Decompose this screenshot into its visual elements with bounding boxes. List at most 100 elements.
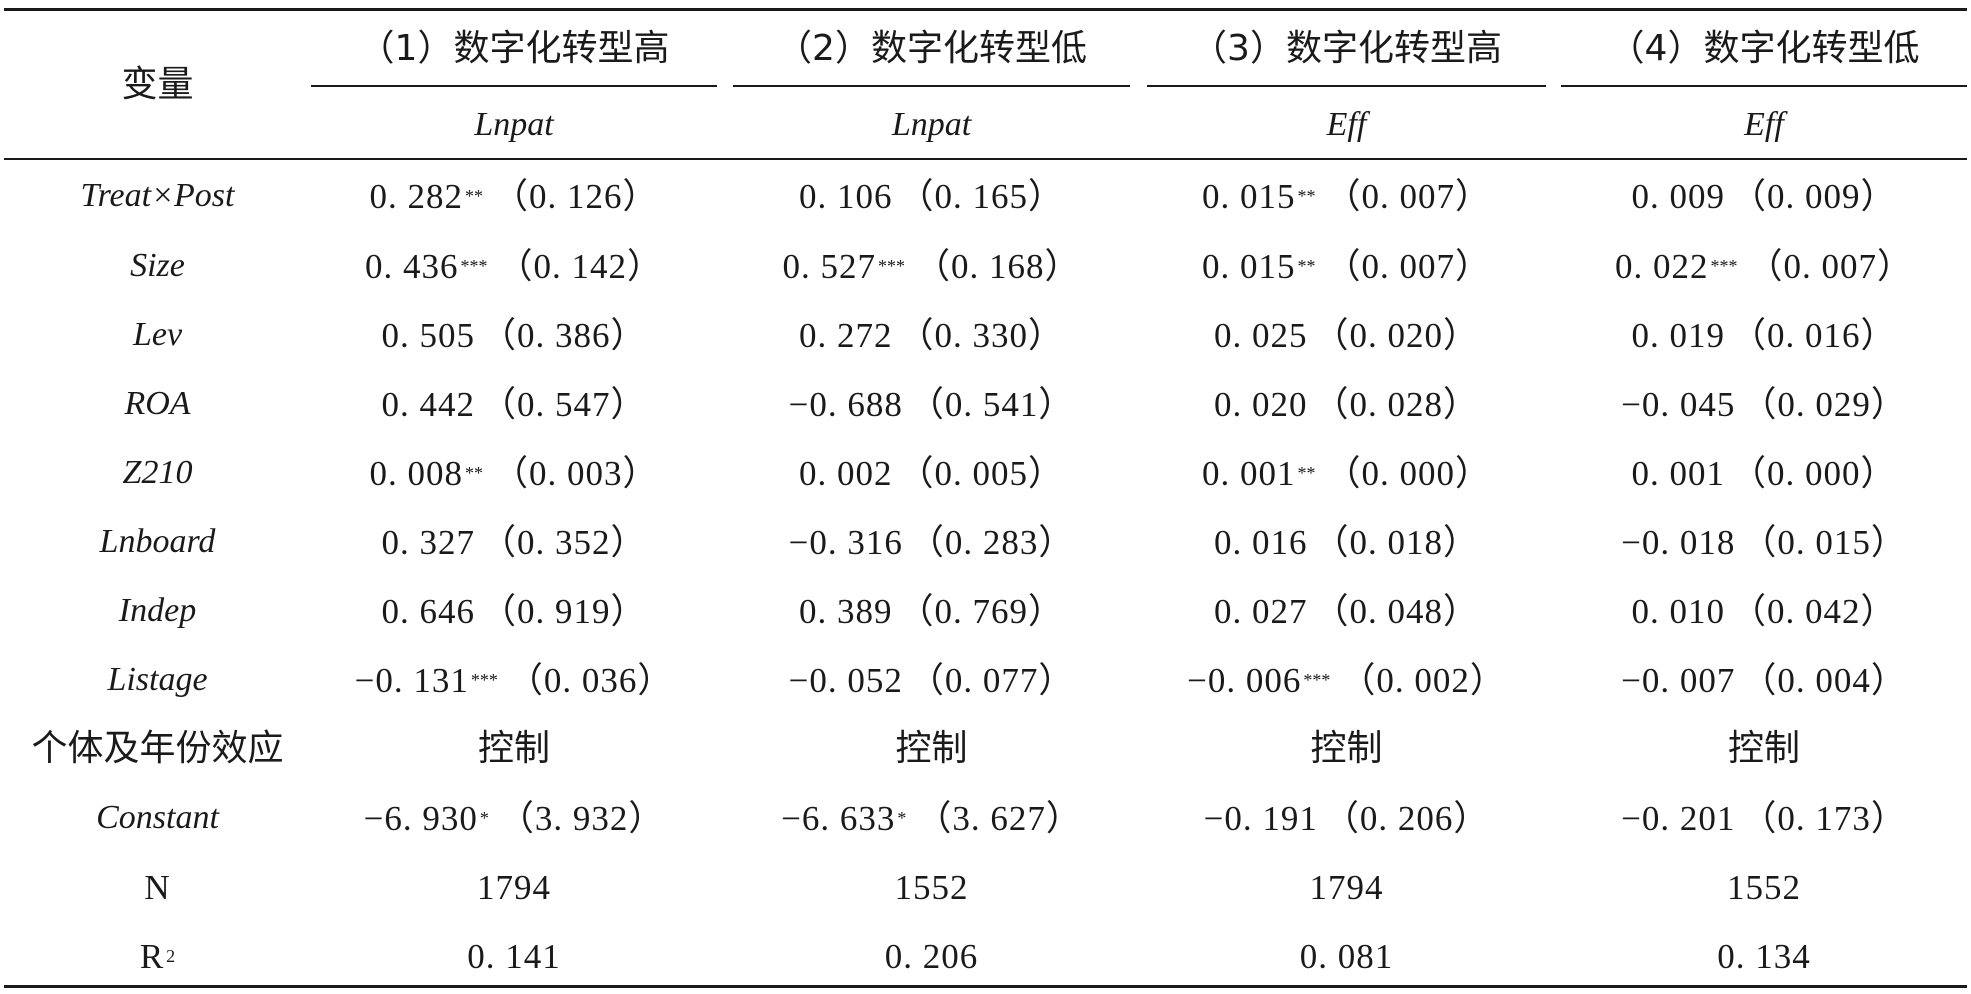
row-label: Size — [4, 236, 311, 296]
coefficient: 1552 — [1727, 867, 1801, 907]
coefficient: 0. 008 — [369, 453, 463, 493]
row-label-text: Listage — [107, 661, 208, 698]
coefficient: 控制 — [1310, 728, 1383, 769]
coefficient: 0. 081 — [1299, 936, 1394, 976]
row-label: Z210 — [4, 443, 311, 503]
coefficient: 0. 016 — [1213, 522, 1308, 562]
significance-stars: *** — [877, 256, 905, 276]
table-cell: −0. 018 （0. 015） — [1561, 512, 1967, 572]
table-cell: −0. 201 （0. 173） — [1561, 788, 1967, 848]
column-group-header: （3）数字化转型高 — [1191, 28, 1502, 69]
coefficient: −0. 688 — [788, 384, 903, 424]
standard-error: （0. 042） — [1730, 591, 1897, 631]
standard-error: （3. 627） — [916, 798, 1082, 838]
table-cell: 0. 527 *** （0. 168） — [733, 236, 1130, 296]
table-cell: 0. 016 （0. 018） — [1147, 512, 1546, 572]
standard-error: （0. 007） — [1747, 246, 1913, 286]
table-cell: 控制 — [733, 719, 1130, 779]
row-label-text: Constant — [96, 799, 219, 836]
coefficient: 0. 002 — [798, 453, 893, 493]
standard-error: （0. 206） — [1323, 798, 1490, 838]
table-cell: 0. 081 — [1147, 926, 1546, 986]
coefficient: 0. 001 — [1201, 453, 1296, 493]
row-label-text: Treat×Post — [80, 177, 235, 214]
table-cell: −0. 007 （0. 004） — [1561, 650, 1967, 710]
coefficient: −6. 930 — [363, 798, 478, 838]
column-group-underline — [311, 85, 717, 87]
coefficient: −0. 316 — [788, 522, 903, 562]
coefficient: 0. 020 — [1213, 384, 1308, 424]
significance-stars: ** — [1297, 463, 1316, 483]
standard-error: （0. 386） — [480, 315, 647, 355]
coefficient: 0. 272 — [798, 315, 893, 355]
standard-error: （0. 541） — [908, 384, 1075, 424]
standard-error: （0. 142） — [497, 246, 663, 286]
coefficient: 0. 646 — [381, 591, 475, 631]
table-cell: 0. 327 （0. 352） — [311, 512, 717, 572]
table-cell: 0. 015 ** （0. 007） — [1147, 166, 1546, 226]
table-cell: 0. 134 — [1561, 926, 1967, 986]
coefficient: −0. 131 — [354, 660, 469, 700]
coefficient: 0. 027 — [1213, 591, 1308, 631]
standard-error: （3. 932） — [498, 798, 665, 838]
standard-error: （0. 015） — [1741, 522, 1907, 562]
row-label: ROA — [4, 374, 311, 434]
significance-stars: *** — [1710, 256, 1738, 276]
standard-error: （0. 173） — [1741, 798, 1907, 838]
coefficient: 0. 025 — [1213, 315, 1308, 355]
significance-stars: ** — [464, 463, 483, 483]
coefficient: 0. 015 — [1201, 246, 1296, 286]
row-label: Constant — [4, 788, 311, 848]
coefficient: −0. 201 — [1621, 798, 1736, 838]
coefficient: 0. 022 — [1614, 246, 1709, 286]
coefficient: 控制 — [1727, 728, 1800, 769]
dependent-variable-label: Lnpat — [474, 106, 554, 143]
row-label: Lnboard — [4, 512, 311, 572]
table-cell: 0. 008 ** （0. 003） — [311, 443, 717, 503]
coefficient: 0. 389 — [798, 591, 893, 631]
table-cell: −0. 316 （0. 283） — [733, 512, 1130, 572]
row-label-text: N — [144, 867, 171, 907]
row-label-text: Indep — [118, 592, 197, 629]
coefficient: −0. 191 — [1203, 798, 1318, 838]
standard-error: （0. 028） — [1313, 384, 1479, 424]
dependent-variable-label: Lnpat — [891, 106, 972, 143]
coefficient: 0. 141 — [467, 936, 561, 976]
table-cell: −6. 633 * （3. 627） — [733, 788, 1130, 848]
coefficient: 控制 — [895, 728, 968, 769]
standard-error: （0. 547） — [480, 384, 647, 424]
column-group-header: （1）数字化转型高 — [358, 28, 670, 69]
standard-error: （0. 126） — [492, 176, 659, 216]
table-cell: −0. 052 （0. 077） — [733, 650, 1130, 710]
column-group-underline — [1147, 85, 1546, 87]
dependent-variable-label: Eff — [1326, 106, 1367, 143]
table-cell: 0. 001 ** （0. 000） — [1147, 443, 1546, 503]
significance-stars: *** — [1303, 670, 1331, 690]
coefficient: 1794 — [477, 867, 551, 907]
header-bottom-rule — [4, 158, 1967, 160]
coefficient: 0. 134 — [1717, 936, 1811, 976]
significance-stars: * — [897, 808, 907, 828]
table-cell: 控制 — [1561, 719, 1967, 779]
bottom-rule — [4, 985, 1967, 988]
significance-stars: ** — [464, 186, 483, 206]
row-label: Indep — [4, 581, 311, 641]
coefficient: −0. 006 — [1187, 660, 1302, 700]
table-cell: 0. 646 （0. 919） — [311, 581, 717, 641]
table-cell: −6. 930 * （3. 932） — [311, 788, 717, 848]
row-label: Listage — [4, 650, 311, 710]
top-rule — [4, 8, 1967, 11]
standard-error: （0. 003） — [492, 453, 659, 493]
coefficient: −6. 633 — [781, 798, 896, 838]
coefficient: 控制 — [477, 728, 550, 769]
coefficient: 0. 010 — [1631, 591, 1725, 631]
standard-error: （0. 352） — [480, 522, 647, 562]
table-cell: −0. 006 *** （0. 002） — [1147, 650, 1546, 710]
coefficient: 0. 001 — [1631, 453, 1725, 493]
table-cell: 1794 — [311, 857, 717, 917]
standard-error: （0. 919） — [480, 591, 647, 631]
coefficient: 0. 327 — [381, 522, 475, 562]
table-cell: 0. 009 （0. 009） — [1561, 166, 1967, 226]
table-cell: 0. 442 （0. 547） — [311, 374, 717, 434]
